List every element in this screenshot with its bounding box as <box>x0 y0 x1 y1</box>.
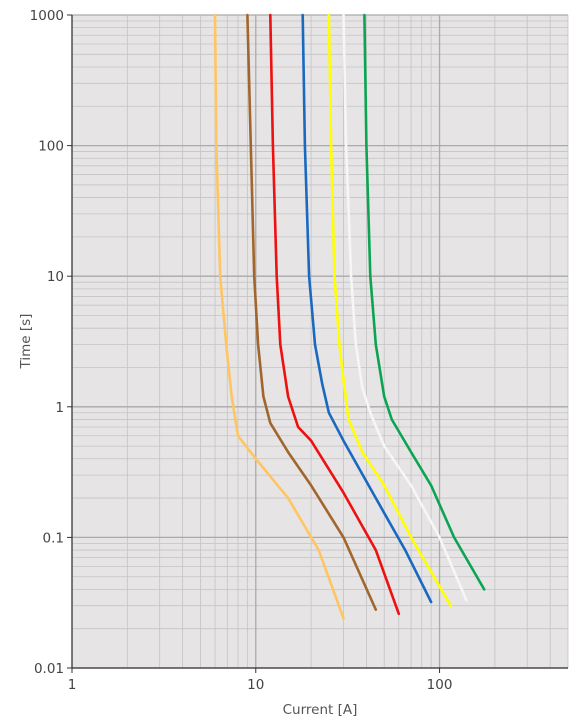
y-tick-label: 1 <box>55 400 64 416</box>
series-line-3 <box>268 13 401 616</box>
y-tick-label: 100 <box>38 139 64 155</box>
y-tick-label: 10 <box>47 269 64 285</box>
y-axis-ticks: 0.01 0.1 1 10 100 1000 <box>30 8 72 677</box>
x-tick-label: 10 <box>247 677 264 693</box>
series-line-7 <box>363 13 486 591</box>
x-tick-label: 100 <box>427 677 453 693</box>
y-axis-title: Time [s] <box>18 314 34 370</box>
series-line-1 <box>213 13 345 620</box>
x-axis-title: Current [A] <box>283 702 358 718</box>
axis-lines <box>71 15 568 669</box>
plot-background <box>72 15 568 668</box>
x-tick-label: 1 <box>68 677 77 693</box>
x-axis-ticks: 1 10 100 <box>68 668 453 693</box>
y-tick-label: 0.1 <box>43 530 64 546</box>
y-tick-label: 0.01 <box>34 661 64 677</box>
series-line-2 <box>246 13 378 611</box>
y-tick-label: 1000 <box>30 8 64 24</box>
series-line-5 <box>327 13 453 608</box>
series-line-4 <box>301 13 433 604</box>
series-layer <box>213 13 486 620</box>
series-line-6 <box>342 13 468 602</box>
